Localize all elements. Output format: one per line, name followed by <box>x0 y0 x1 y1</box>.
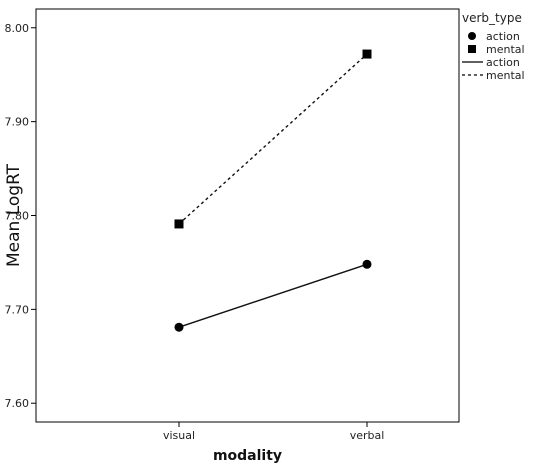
plot-area-frame <box>35 8 460 423</box>
legend-label: action <box>486 56 520 69</box>
legend-item-mental: mental <box>462 69 525 82</box>
y-axis-title: Mean LogRT <box>4 163 24 267</box>
legend-label: mental <box>486 69 525 82</box>
data-point-mental <box>174 219 184 229</box>
legend-title: verb_type <box>462 11 522 25</box>
y-tick-label: 8.00 <box>5 22 30 35</box>
data-point-action <box>174 322 184 332</box>
series-layer <box>174 49 372 332</box>
x-axis: visual verbal <box>163 422 384 442</box>
legend-square-marker <box>468 45 476 53</box>
y-tick-label: 7.70 <box>5 303 30 316</box>
series-line-mental <box>178 53 368 225</box>
y-tick-label: 7.60 <box>5 397 30 410</box>
legend-label: action <box>486 30 520 43</box>
legend-item-action: action <box>468 30 520 43</box>
legend-item-action: action <box>462 56 520 69</box>
data-point-action <box>362 259 372 269</box>
x-tick-label: visual <box>163 429 195 442</box>
legend-circle-marker <box>468 32 476 40</box>
x-axis-title: modality <box>213 448 282 464</box>
legend-label: mental <box>486 43 525 56</box>
y-tick-label: 7.90 <box>5 116 30 129</box>
series-line-action <box>178 263 368 328</box>
series-action <box>174 259 372 332</box>
legend-item-mental: mental <box>468 43 525 56</box>
y-tick-label: 7.80 <box>5 210 30 223</box>
data-point-mental <box>362 49 372 59</box>
x-tick-label: verbal <box>350 429 385 442</box>
series-mental <box>174 49 372 229</box>
y-axis: 7.60 7.70 7.80 7.90 8.00 <box>5 22 36 410</box>
